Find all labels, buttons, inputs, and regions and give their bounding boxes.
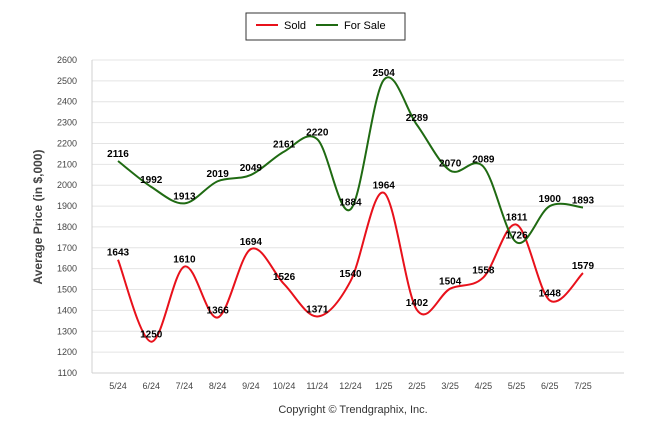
data-label-for-sale: 2070	[439, 159, 462, 170]
copyright-credit: Copyright © Trendgraphix, Inc.	[278, 404, 427, 416]
data-labels: 1643 1250 1610 1366 1694 1526 1371 1540 1964 1402…	[107, 68, 595, 341]
data-label-for-sale: 2116	[107, 149, 129, 160]
legend-box	[245, 12, 406, 41]
data-label-sold: 1558	[472, 265, 495, 276]
y-tick-label: 1600	[57, 264, 77, 274]
data-label-for-sale: 1893	[572, 196, 595, 207]
data-label-sold: 1694	[240, 237, 263, 248]
data-label-sold: 1610	[173, 255, 196, 266]
y-tick-label: 1700	[57, 243, 77, 253]
data-label-for-sale: 2049	[240, 163, 263, 174]
data-label-sold: 1643	[107, 248, 130, 259]
data-label-for-sale: 1992	[140, 175, 163, 186]
x-tick-label: 6/24	[142, 381, 160, 391]
y-tick-label: 2200	[57, 138, 77, 148]
y-tick-label: 1900	[57, 201, 77, 211]
legend-label-sold: Sold	[284, 20, 306, 32]
data-label-for-sale: 1726	[505, 230, 528, 241]
x-tick-label: 6/25	[541, 381, 559, 391]
data-label-for-sale: 1900	[539, 194, 562, 205]
legend: Sold For Sale	[245, 12, 406, 41]
data-label-for-sale: 1884	[339, 197, 362, 208]
x-tick-label: 1/25	[375, 381, 393, 391]
y-axis-ticks: 1100 1200 1300 1400 1500 1600 1700 1800 1900 2000…	[57, 55, 77, 378]
data-label-for-sale: 2220	[306, 127, 329, 138]
data-label-for-sale: 2019	[207, 169, 230, 180]
x-tick-label: 4/25	[475, 381, 493, 391]
legend-label-for-sale: For Sale	[344, 20, 386, 32]
y-tick-label: 2300	[57, 118, 77, 128]
y-tick-label: 2500	[57, 76, 77, 86]
y-tick-label: 1500	[57, 285, 77, 295]
data-label-sold: 1964	[373, 181, 396, 192]
series-lines	[117, 76, 584, 343]
data-label-for-sale: 2089	[472, 155, 495, 166]
data-label-for-sale: 2504	[373, 68, 396, 79]
data-label-sold: 1250	[140, 330, 163, 341]
data-label-sold: 1448	[539, 288, 562, 299]
x-tick-label: 12/24	[339, 381, 362, 391]
x-tick-label: 5/24	[109, 381, 127, 391]
y-axis-label: Average Price (in $,000)	[31, 150, 45, 285]
series-line-for-sale	[117, 76, 584, 245]
data-label-for-sale: 2289	[406, 113, 429, 124]
x-tick-label: 5/25	[508, 381, 526, 391]
y-tick-label: 1800	[57, 222, 77, 232]
data-label-sold: 1526	[273, 272, 296, 283]
x-tick-label: 10/24	[273, 381, 296, 391]
data-label-sold: 1540	[339, 269, 362, 280]
grid-lines	[91, 59, 624, 374]
y-tick-label: 1200	[57, 347, 77, 357]
data-label-sold: 1402	[406, 298, 429, 309]
y-tick-label: 1100	[58, 368, 77, 378]
x-tick-label: 7/25	[574, 381, 592, 391]
data-label-for-sale: 2161	[273, 140, 296, 151]
data-label-sold: 1366	[207, 305, 230, 316]
y-tick-label: 1400	[57, 305, 77, 315]
x-tick-label: 2/25	[408, 381, 426, 391]
data-label-for-sale: 1913	[173, 191, 196, 202]
y-tick-label: 2400	[57, 97, 77, 107]
data-label-sold: 1504	[439, 277, 462, 288]
y-tick-label: 2000	[57, 180, 77, 190]
data-label-sold: 1811	[506, 213, 528, 224]
y-tick-label: 1300	[57, 326, 77, 336]
x-tick-label: 11/24	[306, 381, 328, 391]
data-label-sold: 1579	[572, 261, 595, 272]
x-tick-label: 7/24	[176, 381, 194, 391]
series-line-sold	[117, 191, 584, 343]
x-axis-ticks: 5/24 6/24 7/24 8/24 9/24 10/24 11/24 12/24 1/25 2…	[109, 381, 592, 391]
y-tick-label: 2100	[57, 159, 77, 169]
x-tick-label: 8/24	[209, 381, 227, 391]
x-tick-label: 3/25	[441, 381, 459, 391]
data-label-sold: 1371	[306, 304, 329, 315]
x-tick-label: 9/24	[242, 381, 260, 391]
y-tick-label: 2600	[57, 55, 77, 65]
